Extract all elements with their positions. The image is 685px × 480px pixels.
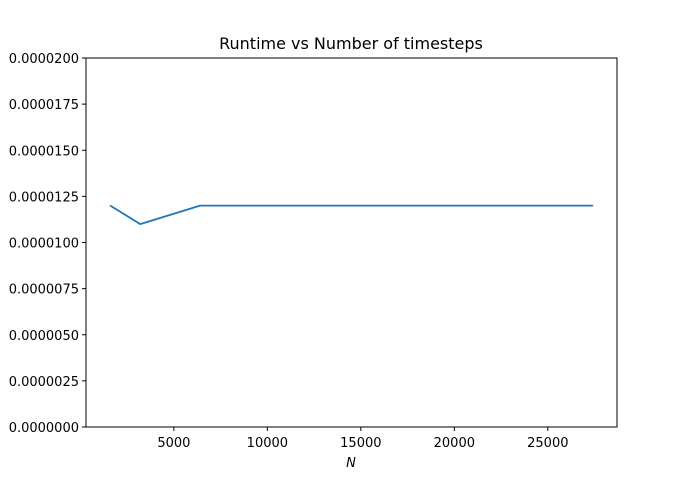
x-tick-label: 25000: [527, 436, 568, 451]
y-tick-label: 0.0000100: [9, 237, 79, 252]
data-point: [139, 223, 141, 225]
x-tick-label: 20000: [434, 436, 475, 451]
series-line: [109, 204, 593, 226]
x-tick-label: 5000: [157, 436, 190, 451]
y-tick-label: 0.0000125: [9, 190, 79, 205]
data-point: [592, 205, 594, 207]
data-point: [558, 205, 560, 207]
data-point: [109, 205, 111, 207]
x-axis: 5000 10000 15000 20000 25000: [157, 427, 569, 451]
series-layer: [109, 204, 594, 226]
chart-title: Runtime vs Number of timesteps: [219, 34, 483, 53]
plot-frame: [85, 57, 618, 428]
plot-area: [85, 57, 618, 428]
y-tick-label: 0.0000000: [9, 421, 79, 436]
x-tick-label: 10000: [247, 436, 288, 451]
x-tick-label: 15000: [340, 436, 381, 451]
y-tick-label: 0.0000200: [9, 52, 79, 67]
data-point: [199, 205, 201, 207]
x-axis-label: N: [346, 456, 356, 471]
y-tick-label: 0.0000075: [9, 283, 79, 298]
y-tick-label: 0.0000025: [9, 375, 79, 390]
y-tick-label: 0.0000050: [9, 329, 79, 344]
y-tick-label: 0.0000175: [9, 98, 79, 113]
y-tick-label: 0.0000150: [9, 144, 79, 159]
y-axis: 0.0000000 0.0000025 0.0000050 0.0000075 0.00…: [9, 52, 86, 436]
data-point: [319, 205, 321, 207]
